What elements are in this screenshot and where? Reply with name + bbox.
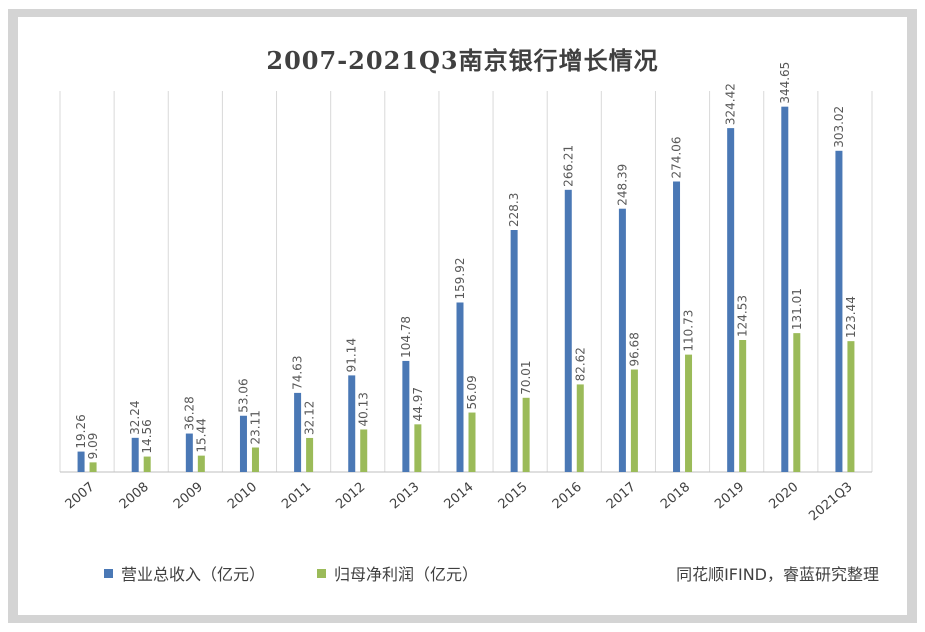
bar-revenue (456, 302, 464, 472)
data-label: 70.01 (519, 360, 533, 394)
chart-title: 2007-2021Q3南京银行增长情况 (266, 46, 659, 75)
legend-item-profit: 归母净利润（亿元） (317, 561, 478, 585)
bar-profit (630, 369, 638, 472)
bar-profit (251, 447, 259, 472)
data-label: 40.13 (357, 392, 371, 426)
data-label: 19.26 (74, 414, 88, 448)
bar-revenue (618, 208, 626, 472)
bar-revenue (239, 415, 247, 472)
x-tick-label: 2019 (712, 480, 747, 513)
data-label: 274.06 (670, 136, 684, 178)
data-label: 344.65 (778, 62, 792, 104)
data-label: 303.02 (832, 106, 846, 148)
x-tick-label: 2013 (387, 480, 422, 513)
bar-revenue (835, 150, 843, 472)
data-label: 324.42 (724, 83, 738, 125)
bar-profit (89, 462, 97, 472)
x-tick-label: 2007 (63, 480, 98, 513)
legend-item-revenue: 营业总收入（亿元） (104, 561, 265, 585)
data-label: 44.97 (411, 387, 425, 421)
bar-profit (468, 412, 476, 472)
bar-revenue (77, 451, 85, 472)
bar-revenue (727, 128, 735, 472)
data-label: 96.68 (627, 332, 641, 366)
x-tick-label: 2018 (658, 480, 693, 513)
x-tick-label: 2008 (117, 480, 152, 513)
bar-revenue (673, 181, 681, 472)
data-label: 53.06 (236, 378, 250, 412)
bar-profit (360, 429, 368, 472)
x-tick-label: 2016 (550, 480, 585, 513)
data-label: 104.78 (399, 316, 413, 358)
data-label: 56.09 (465, 375, 479, 409)
data-label: 248.39 (615, 164, 629, 206)
bar-revenue (185, 433, 193, 472)
bar-profit (306, 437, 314, 472)
bar-profit (576, 384, 584, 472)
data-label: 36.28 (182, 396, 196, 430)
data-label: 159.92 (453, 257, 467, 299)
data-label: 15.44 (194, 418, 208, 452)
data-label: 110.73 (682, 310, 696, 352)
bar-profit (793, 333, 801, 472)
x-tick-label: 2015 (496, 480, 531, 513)
bar-revenue (564, 189, 572, 473)
x-tick-label: 2010 (225, 480, 260, 513)
bar-revenue (294, 392, 302, 472)
bar-profit (685, 354, 693, 472)
data-label: 266.21 (561, 145, 575, 187)
data-label: 23.11 (248, 410, 262, 444)
bar-revenue (348, 375, 356, 472)
bar-profit (847, 341, 855, 472)
data-label: 74.63 (291, 356, 305, 390)
legend-label-revenue: 营业总收入（亿元） (121, 565, 266, 584)
data-label: 9.09 (86, 433, 100, 460)
x-tick-label: 2021Q3 (806, 480, 855, 525)
source-note: 同花顺IFIND，睿蓝研究整理 (676, 565, 879, 584)
x-tick-label: 2011 (279, 480, 314, 513)
data-label: 32.12 (303, 401, 317, 435)
bar-revenue (402, 360, 410, 472)
legend-swatch-revenue (104, 568, 113, 578)
bar-revenue (781, 106, 789, 473)
bar-profit (143, 456, 151, 472)
data-label: 91.14 (345, 338, 359, 372)
legend-swatch-profit (317, 568, 327, 578)
data-label: 131.01 (790, 288, 804, 330)
x-tick-label: 2009 (171, 480, 206, 513)
x-tick-label: 2014 (442, 480, 477, 513)
data-label: 32.24 (128, 400, 142, 434)
chart-frame: 2007-2021Q3南京银行增长情况 19.26 9.09 2007 32.24 14… (8, 9, 917, 623)
bar-revenue (131, 437, 139, 472)
data-label: 123.44 (844, 296, 858, 338)
bar-revenue (510, 230, 518, 472)
bar-profit (414, 424, 422, 472)
legend: 营业总收入（亿元） 归母净利润（亿元） (104, 561, 530, 585)
data-label: 82.62 (573, 347, 587, 381)
legend-label-profit: 归母净利润（亿元） (334, 565, 479, 584)
data-label: 124.53 (736, 295, 750, 337)
data-label: 14.56 (140, 419, 154, 453)
x-tick-label: 2012 (333, 480, 368, 513)
x-tick-label: 2017 (604, 480, 639, 513)
bar-profit (739, 339, 747, 472)
data-label: 228.3 (507, 193, 521, 227)
chart-panel: 2007-2021Q3南京银行增长情况 19.26 9.09 2007 32.24 14… (18, 17, 907, 615)
bar-profit (197, 455, 205, 472)
x-tick-label: 2020 (766, 480, 801, 513)
bar-profit (522, 397, 530, 472)
